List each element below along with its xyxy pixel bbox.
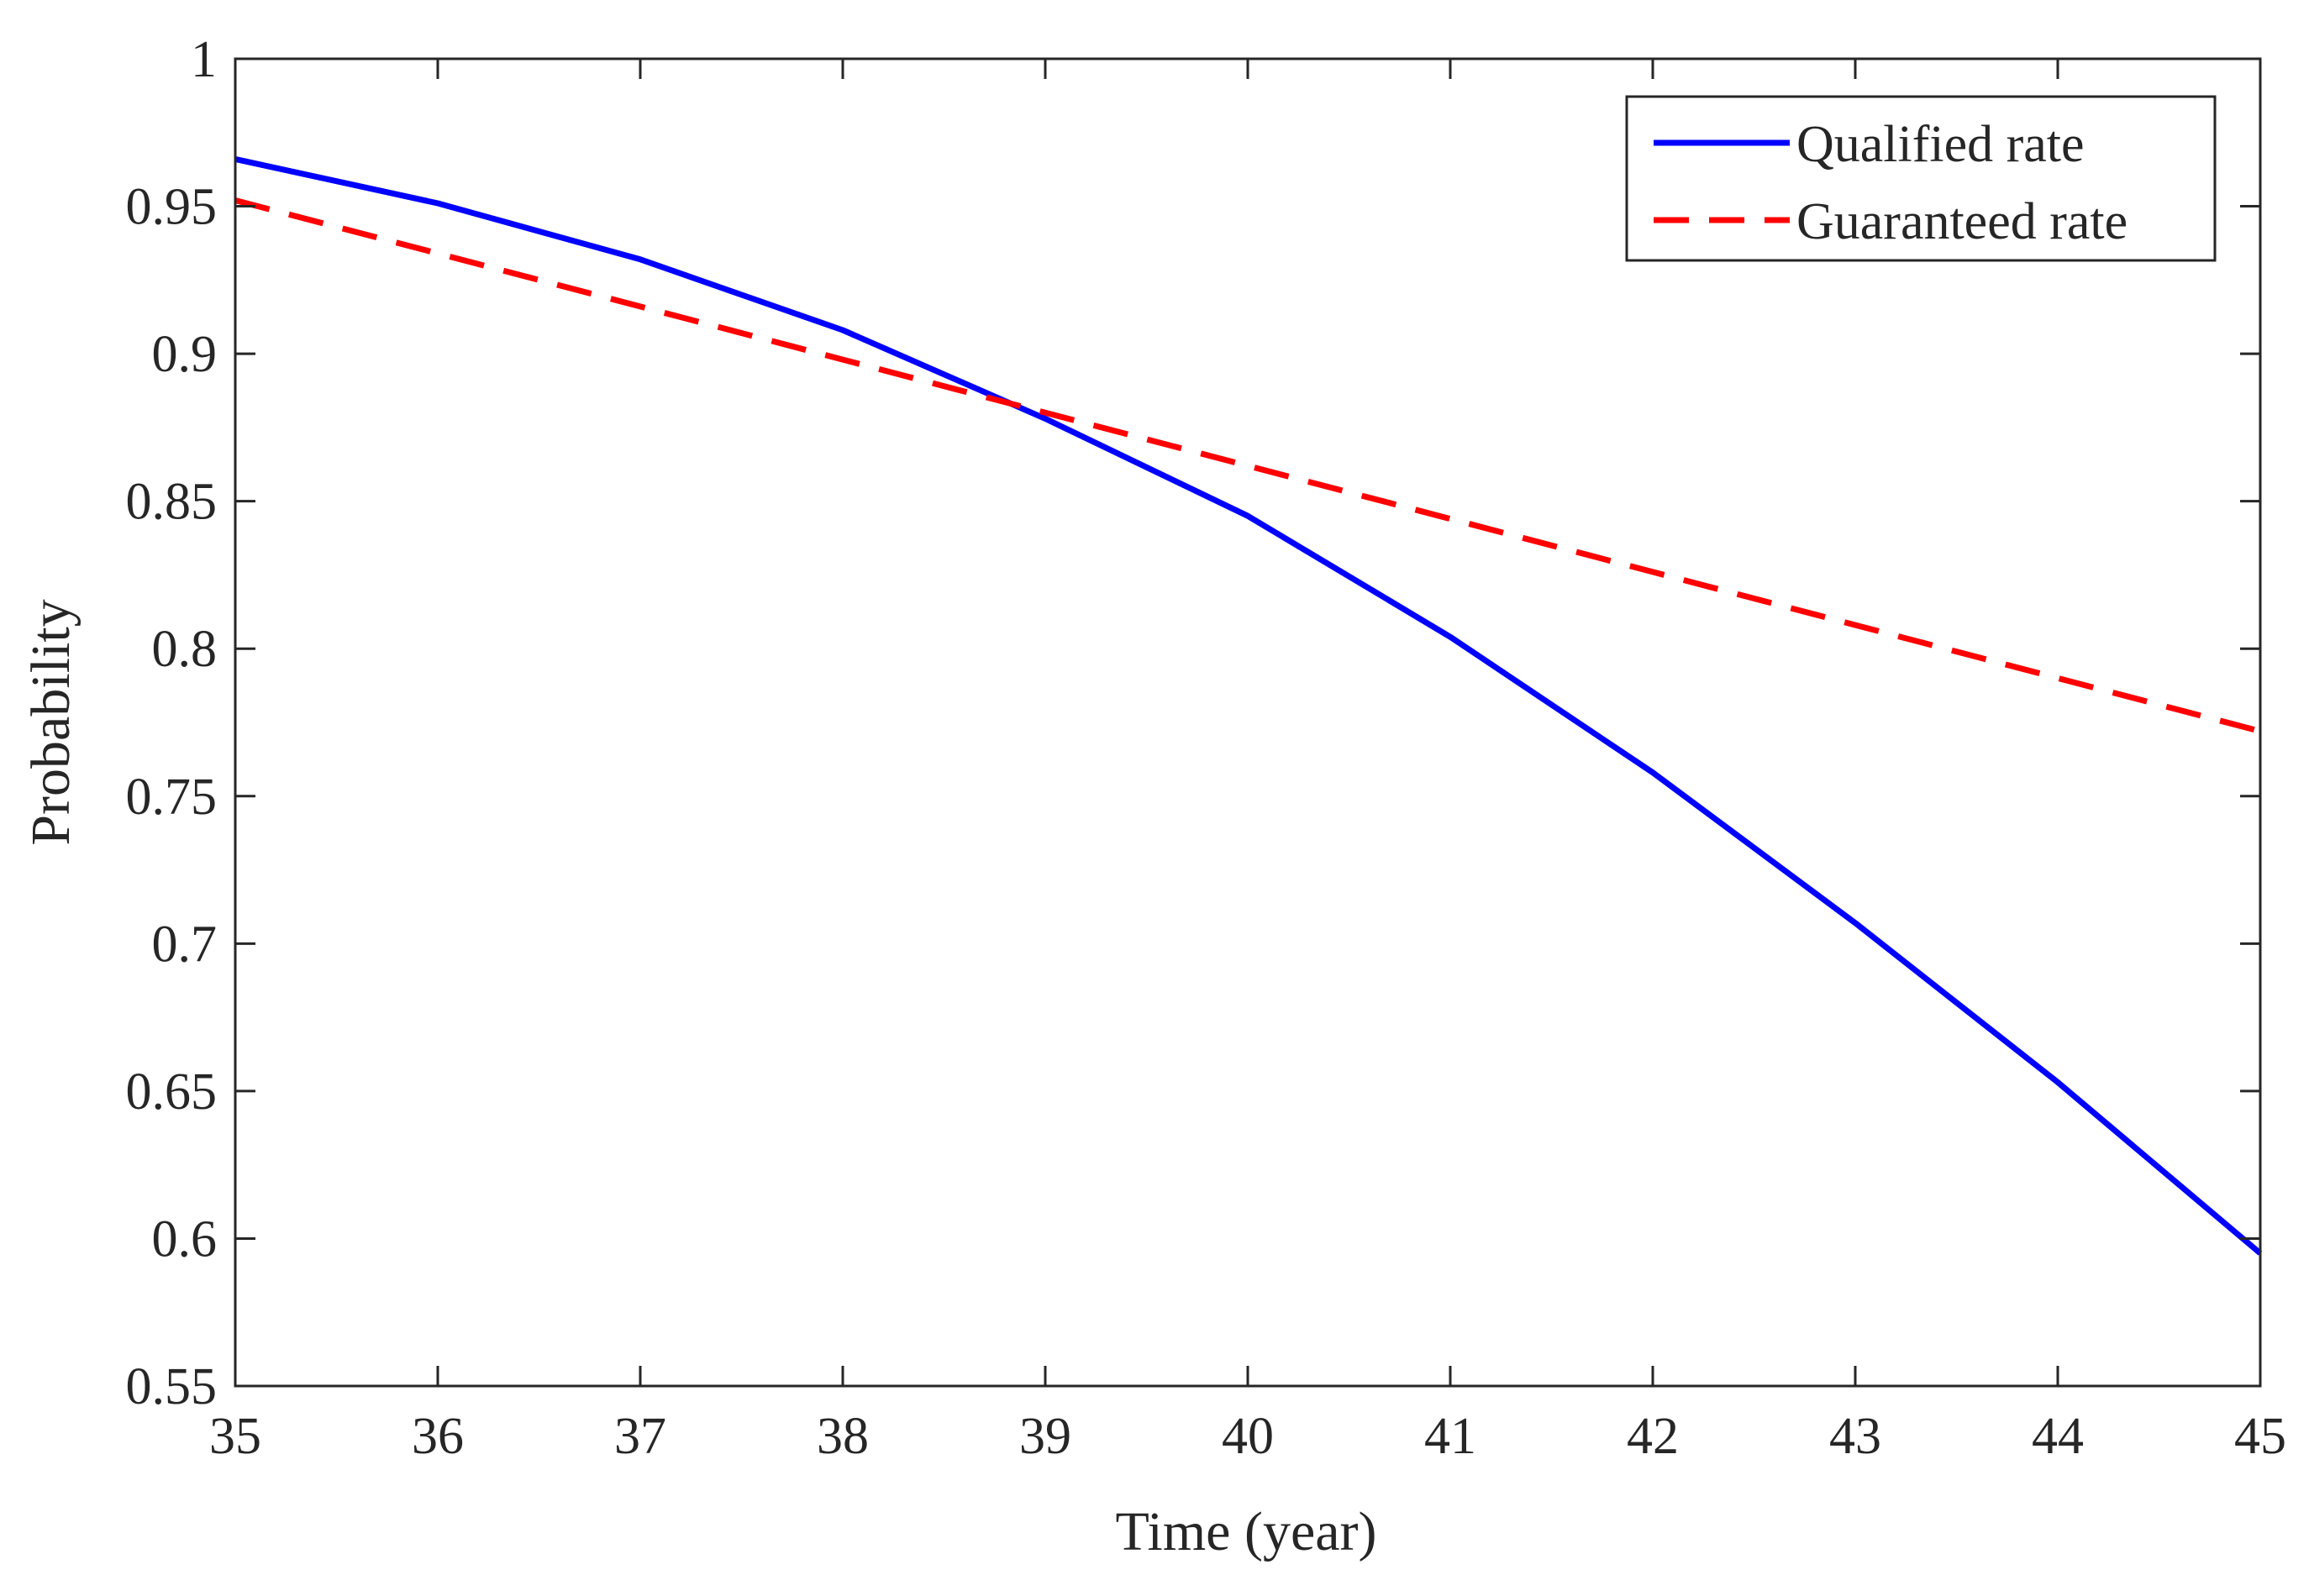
x-tick-label: 43: [1829, 1408, 1881, 1465]
x-tick-label: 40: [1222, 1408, 1274, 1465]
legend: Qualified rate Guaranteed rate: [1625, 95, 2217, 262]
y-tick-label: 1: [191, 31, 217, 88]
y-tick-label: 0.55: [126, 1358, 218, 1415]
x-axis-title: Time (year): [1116, 1501, 1377, 1562]
series-line-qualified-rate: [234, 155, 2263, 1256]
series-layer: [234, 155, 2263, 1256]
x-tick-label: 45: [2234, 1408, 2286, 1465]
axes-layer: 35 36 37 38 39 40 41 42 43 44 45 0.55 0.6 0.65 0.7 0.75…: [126, 31, 2287, 1465]
legend-label-guaranteed-rate: Guaranteed rate: [1796, 193, 2128, 250]
y-tick-label: 0.9: [152, 326, 218, 383]
x-tick-label: 37: [614, 1408, 666, 1465]
x-tick-label: 36: [412, 1408, 464, 1465]
y-tick-label: 0.75: [126, 769, 218, 826]
y-tick-label: 0.85: [126, 474, 218, 531]
x-tick-label: 35: [209, 1408, 261, 1465]
y-tick-label: 0.7: [152, 916, 218, 973]
y-tick-label: 0.6: [152, 1210, 218, 1268]
x-tick-label: 39: [1019, 1408, 1071, 1465]
x-tick-label: 38: [817, 1408, 869, 1465]
x-tick-label: 44: [2032, 1408, 2084, 1465]
x-tick-label: 42: [1627, 1408, 1679, 1465]
y-tick-label: 0.8: [152, 621, 218, 678]
x-tick-label: 41: [1424, 1408, 1476, 1465]
y-tick-label: 0.95: [126, 179, 218, 236]
series-line-guaranteed-rate: [234, 197, 2261, 734]
y-axis-title: Probability: [20, 599, 82, 845]
legend-label-qualified-rate: Qualified rate: [1796, 116, 2085, 173]
y-tick-label: 0.65: [126, 1063, 218, 1121]
legend-box: [1625, 95, 2217, 262]
